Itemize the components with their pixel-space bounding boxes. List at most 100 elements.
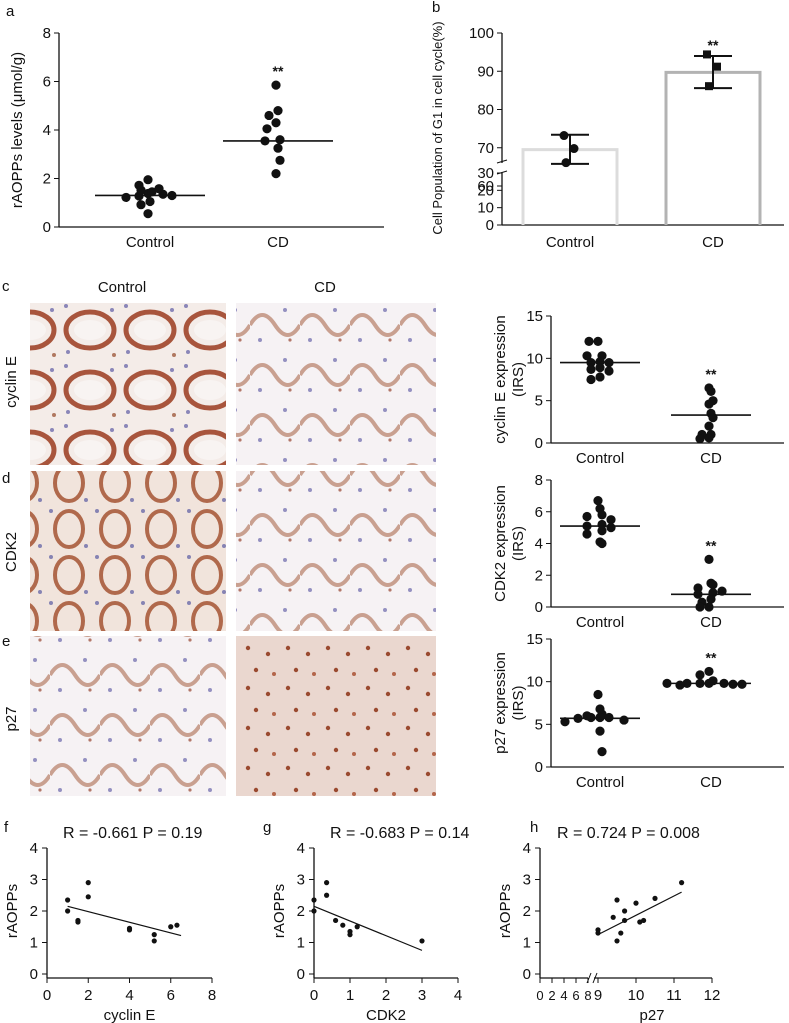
data-point (264, 110, 274, 121)
data-point (271, 118, 281, 128)
data-point (597, 538, 607, 549)
data-point (586, 374, 596, 385)
x-tick-label: Control (576, 774, 624, 791)
y-axis-label: rAOPPs (4, 884, 21, 938)
y-tick-label: 90 (477, 63, 494, 80)
y-tick-label: 1 (523, 935, 531, 952)
y-tick-label: 1 (297, 935, 305, 952)
data-point (271, 169, 281, 179)
data-point (273, 106, 283, 116)
x-tick-label: 6 (572, 988, 579, 1003)
y-tick-label: 0 (297, 966, 305, 983)
data-point (618, 930, 624, 936)
y-axis-label: cyclin E expression (492, 315, 509, 443)
chart-a: 0 2 4 6 8 Control CD rAOPPs levels (μmol/g) ** (9, 25, 384, 251)
data-point (419, 938, 425, 944)
data-point (168, 924, 174, 930)
data-point (597, 510, 607, 520)
y-tick-label: 5 (535, 393, 543, 410)
x-axis-label: p27 (639, 1007, 664, 1023)
data-point (662, 678, 672, 688)
y-axis-label-unit: (IRS) (510, 686, 527, 721)
data-point (143, 209, 153, 219)
data-point (311, 908, 317, 914)
y-tick-label: 4 (297, 840, 305, 857)
data-point (333, 917, 339, 924)
x-tick-label: 2 (84, 987, 92, 1004)
data-point (705, 82, 713, 91)
y-tick-label: 3 (297, 872, 305, 889)
significance-marker: ** (706, 537, 717, 553)
data-point (324, 880, 330, 886)
panel-letter-h: h (530, 819, 538, 836)
data-point (324, 892, 330, 898)
regression-line (313, 905, 423, 951)
data-point (85, 880, 91, 886)
x-tick-label: 4 (125, 987, 133, 1004)
bar (664, 70, 762, 225)
data-point (706, 386, 716, 396)
y-tick-label: 70 (477, 140, 494, 157)
x-tick-label: CD (267, 234, 289, 251)
x-tick-label: 1 (346, 987, 354, 1004)
data-point (154, 184, 164, 194)
y-tick-label: 60 (477, 178, 494, 195)
x-tick-label: Control (576, 450, 624, 467)
data-point (606, 515, 616, 525)
micrograph-p27-cd (236, 636, 436, 796)
y-tick-label: 6 (43, 74, 51, 91)
data-point (604, 366, 614, 376)
y-tick-label: 0 (523, 966, 531, 983)
y-axis-label-unit: (IRS) (510, 362, 527, 397)
data-point (708, 580, 718, 590)
significance-marker: ** (706, 649, 717, 665)
data-point (693, 583, 703, 593)
image-col-label-control: Control (98, 279, 146, 296)
data-point (704, 433, 714, 443)
data-point (704, 554, 714, 564)
data-point (704, 666, 714, 677)
data-point (652, 895, 658, 902)
data-point (737, 679, 747, 689)
correlation-stats: R = -0.683 P = 0.14 (330, 825, 469, 842)
row-label-cdk2: CDK2 (3, 532, 20, 572)
data-point (595, 726, 605, 736)
x-tick-label: 3 (418, 987, 426, 1004)
data-point (619, 715, 629, 725)
y-tick-label: 30 (477, 165, 494, 182)
x-tick-label: Control (546, 234, 594, 251)
y-tick-label: 3 (30, 872, 38, 889)
data-point (273, 143, 283, 153)
data-point (595, 363, 605, 373)
y-tick-label: 2 (523, 903, 531, 920)
y-tick-label: 0 (535, 759, 543, 776)
data-point (595, 712, 605, 723)
data-point (121, 192, 131, 203)
data-point (569, 144, 579, 154)
chart-d: 0 2 4 6 8 Control CD CDK2 expression (IRS) ** (492, 472, 784, 631)
y-tick-label: 2 (43, 171, 51, 188)
data-point (560, 717, 570, 727)
data-point (147, 187, 157, 197)
y-tick-label: 4 (43, 122, 51, 139)
y-tick-label: 100 (469, 25, 494, 42)
data-point (586, 364, 596, 374)
chart-c: 0 5 10 15 Control CD cyclin E expression (IRS) *… (492, 308, 784, 467)
data-point (561, 158, 571, 168)
data-point (347, 932, 353, 938)
chart-e: 0 5 10 15 Control CD p27 expression (IRS) ** (492, 631, 784, 791)
panel-letter-g: g (263, 819, 271, 836)
correlation-stats: R = 0.724 P = 0.008 (557, 825, 700, 842)
micrograph-cdk2-cd (236, 471, 436, 631)
data-point (271, 80, 281, 90)
y-tick-label: 80 (477, 102, 494, 119)
y-axis-label: p27 expression (492, 652, 509, 754)
data-point (595, 372, 605, 382)
x-tick-label: 2 (382, 987, 390, 1004)
data-point (65, 897, 71, 903)
data-point (695, 434, 705, 444)
x-tick-label: 4 (454, 987, 462, 1004)
data-point (597, 747, 607, 757)
y-tick-label: 5 (535, 716, 543, 733)
